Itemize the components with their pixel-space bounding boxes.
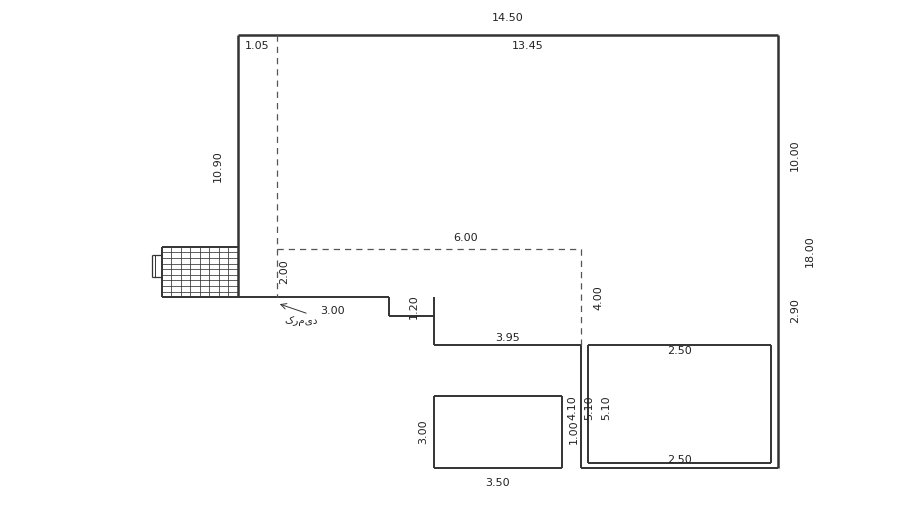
Text: 3.95: 3.95 — [494, 333, 519, 343]
Text: 10.00: 10.00 — [789, 139, 800, 171]
Text: 10.90: 10.90 — [213, 150, 222, 182]
Text: 3.50: 3.50 — [485, 477, 510, 488]
Text: 5.10: 5.10 — [601, 395, 611, 420]
Text: 5.10: 5.10 — [584, 395, 595, 420]
Text: 2.90: 2.90 — [789, 298, 800, 323]
Text: 1.05: 1.05 — [245, 41, 270, 51]
Text: 3.00: 3.00 — [419, 419, 429, 444]
Text: 2.50: 2.50 — [667, 455, 692, 465]
Text: 14.50: 14.50 — [492, 13, 524, 23]
Text: 18.00: 18.00 — [805, 236, 814, 267]
Text: 4.00: 4.00 — [594, 285, 604, 309]
Text: کرمید: کرمید — [284, 317, 318, 326]
Text: 2.50: 2.50 — [667, 346, 692, 356]
Text: 2.00: 2.00 — [279, 260, 289, 285]
Text: 1.00: 1.00 — [569, 419, 579, 444]
Text: 1.20: 1.20 — [409, 294, 419, 319]
Text: 3.00: 3.00 — [319, 305, 344, 316]
Text: 4.10: 4.10 — [568, 395, 578, 420]
Text: 13.45: 13.45 — [511, 41, 544, 51]
Text: 6.00: 6.00 — [453, 233, 477, 243]
